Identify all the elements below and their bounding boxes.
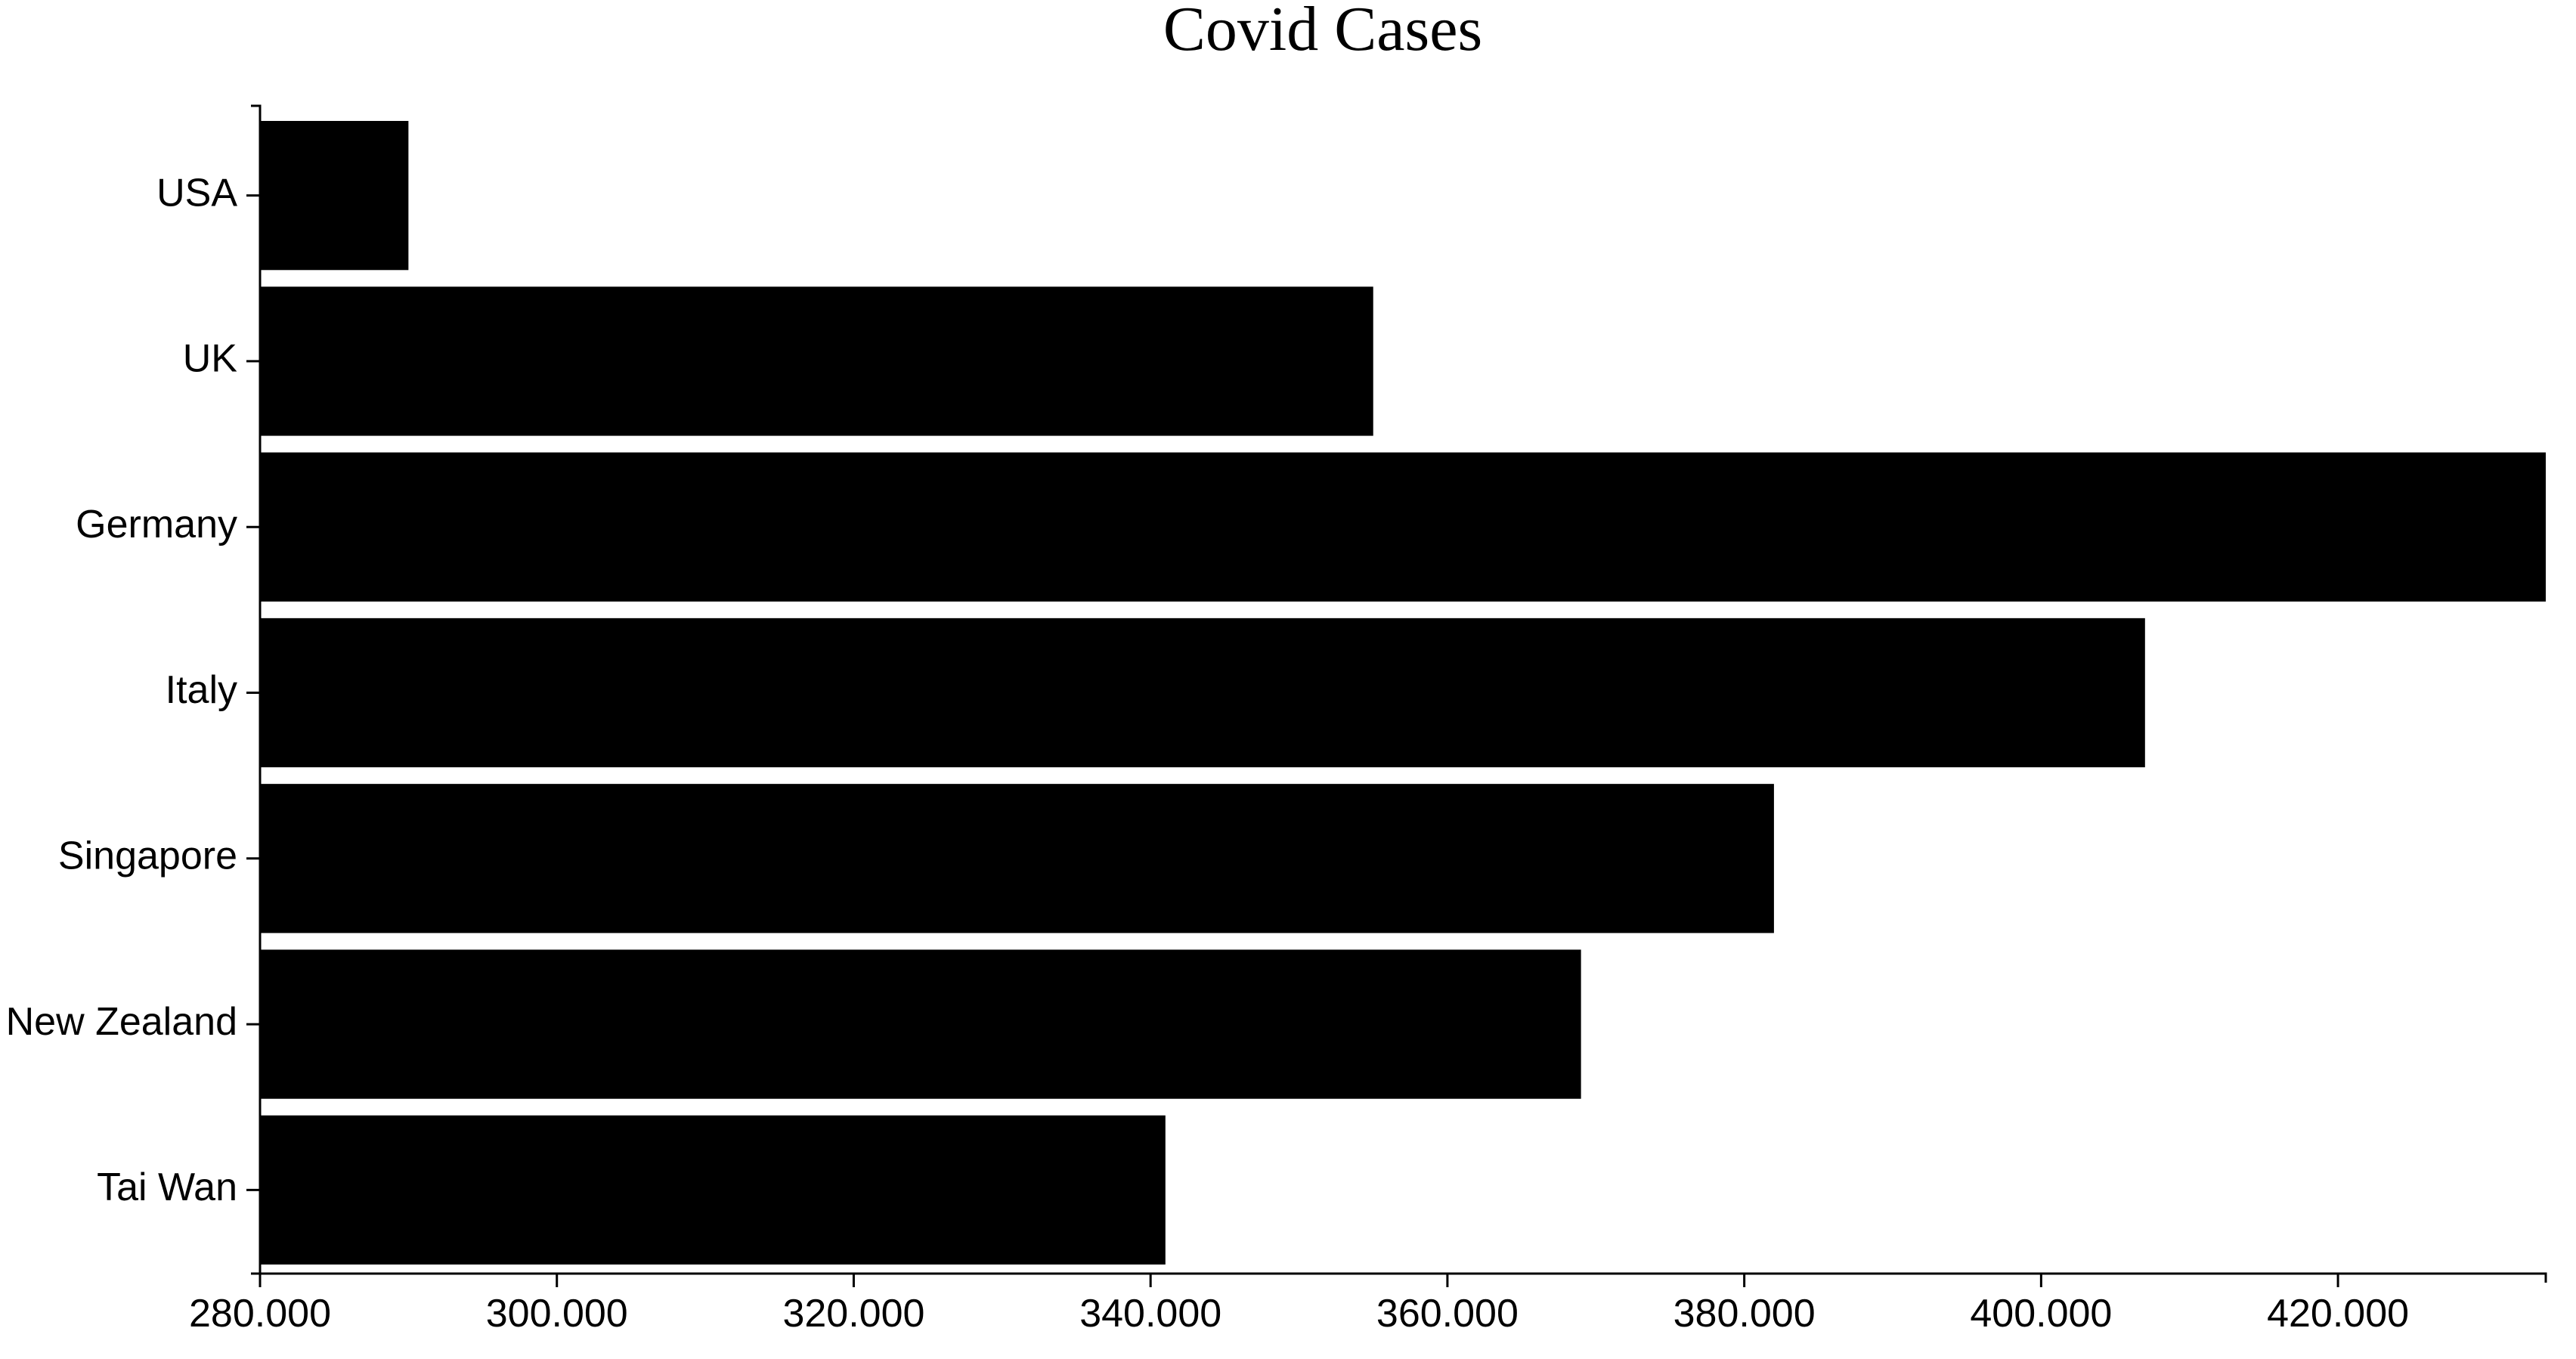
y-tick-label: Italy <box>166 668 237 712</box>
x-tick-label: 320.000 <box>782 1292 924 1336</box>
y-axis: USA UK Germany Italy Singapore New Zealand Tai… <box>6 104 262 1275</box>
x-tick-label: 380.000 <box>1673 1292 1816 1336</box>
y-tick-label: Tai Wan <box>97 1166 237 1209</box>
y-tick-label: UK <box>183 337 238 381</box>
x-tick-label: 420.000 <box>2267 1292 2409 1336</box>
bar-germany <box>260 452 2546 602</box>
x-tick-label: 340.000 <box>1079 1292 1221 1336</box>
y-tick-label: Singapore <box>58 834 237 878</box>
bar-uk <box>260 286 1373 436</box>
bar-new-zealand <box>260 949 1581 1099</box>
bars-layer <box>260 121 2546 1265</box>
x-axis: 280.000 300.000 320.000 340.000 360.000 380.0… <box>189 1272 2547 1336</box>
x-axis-line <box>259 1272 2547 1283</box>
x-tick-label: 280.000 <box>189 1292 331 1336</box>
chart-title: Covid Cases <box>1163 0 1482 64</box>
y-tick-label: Germany <box>76 503 237 546</box>
bar-singapore <box>260 784 1774 933</box>
bar-italy <box>260 618 2145 768</box>
x-tick-label: 360.000 <box>1376 1292 1519 1336</box>
bar-usa <box>260 121 409 271</box>
x-tick-label: 300.000 <box>486 1292 628 1336</box>
y-tick-label: USA <box>156 171 237 215</box>
y-tick-label: New Zealand <box>6 1000 237 1044</box>
x-tick-label: 400.000 <box>1970 1292 2112 1336</box>
y-axis-line <box>251 104 262 1275</box>
bar-tai-wan <box>260 1115 1166 1265</box>
